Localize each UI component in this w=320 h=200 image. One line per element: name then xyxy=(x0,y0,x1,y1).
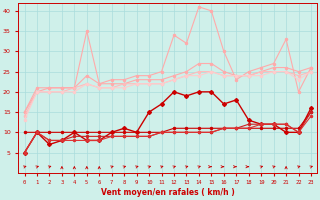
X-axis label: Vent moyen/en rafales ( km/h ): Vent moyen/en rafales ( km/h ) xyxy=(101,188,235,197)
